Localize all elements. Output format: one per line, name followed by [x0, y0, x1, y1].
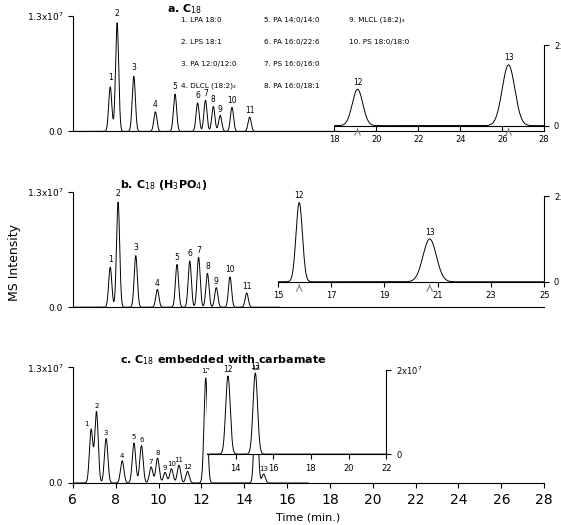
Text: 2. LPS 18:1: 2. LPS 18:1 — [181, 39, 222, 45]
Text: 1: 1 — [85, 421, 89, 427]
Text: 9. MLCL (18:2)₃: 9. MLCL (18:2)₃ — [348, 17, 404, 24]
Text: 6. PA 16:0/22:6: 6. PA 16:0/22:6 — [264, 39, 319, 45]
Text: 9: 9 — [214, 277, 219, 286]
Text: MS Intensity: MS Intensity — [7, 224, 21, 301]
Text: a. C$_{18}$: a. C$_{18}$ — [167, 2, 203, 16]
Text: 12. CL (14:0)₄: 12. CL (14:0)₄ — [348, 83, 399, 89]
Text: 4: 4 — [155, 279, 160, 288]
Text: 5. PA 14:0/14:0: 5. PA 14:0/14:0 — [264, 17, 319, 23]
Text: 11. PA 18:0/18:0: 11. PA 18:0/18:0 — [348, 61, 409, 67]
Text: 1. LPA 18:0: 1. LPA 18:0 — [181, 17, 222, 23]
Text: 12: 12 — [183, 464, 192, 470]
Text: 8: 8 — [211, 95, 215, 104]
Text: 10: 10 — [225, 265, 235, 274]
Text: 7: 7 — [149, 459, 153, 465]
Text: 2: 2 — [115, 9, 119, 18]
Text: 8: 8 — [155, 450, 160, 456]
Text: 13. CL (18:1)₄: 13. CL (18:1)₄ — [348, 105, 399, 111]
Text: 11: 11 — [174, 457, 183, 464]
Text: b. C$_{18}$ (H$_{3}$PO$_{4}$): b. C$_{18}$ (H$_{3}$PO$_{4}$) — [120, 177, 208, 192]
Text: 4: 4 — [153, 100, 158, 109]
X-axis label: Time (min.): Time (min.) — [277, 512, 341, 522]
Text: 1: 1 — [108, 256, 113, 265]
Text: 3: 3 — [134, 243, 138, 252]
Text: 5: 5 — [132, 434, 136, 440]
Text: 6: 6 — [187, 249, 192, 258]
Text: 7: 7 — [196, 246, 201, 255]
Text: 3: 3 — [104, 430, 108, 436]
Text: 13: 13 — [251, 365, 260, 371]
Text: 3: 3 — [131, 63, 136, 72]
Text: 7. PS 16:0/16:0: 7. PS 16:0/16:0 — [264, 61, 319, 67]
Text: 1: 1 — [108, 74, 113, 82]
Text: 4: 4 — [120, 453, 125, 459]
Text: c. C$_{18}$ embedded with carbamate: c. C$_{18}$ embedded with carbamate — [120, 353, 327, 368]
Text: 7: 7 — [203, 89, 208, 98]
Text: 10. PS 18:0/18:0: 10. PS 18:0/18:0 — [348, 39, 409, 45]
Text: 8. PA 16:0/18:1: 8. PA 16:0/18:1 — [264, 83, 319, 89]
Text: 2: 2 — [116, 189, 121, 198]
Text: 3. PA 12:0/12:0: 3. PA 12:0/12:0 — [181, 61, 237, 67]
Text: 5: 5 — [174, 253, 180, 262]
Text: 9: 9 — [163, 465, 167, 470]
Text: 11: 11 — [242, 282, 251, 291]
Text: 6: 6 — [139, 437, 144, 443]
Text: 10: 10 — [167, 461, 176, 467]
Text: 11: 11 — [245, 107, 254, 116]
Text: 2: 2 — [94, 403, 99, 409]
Text: 13: 13 — [259, 466, 268, 472]
Text: 8: 8 — [205, 262, 210, 271]
Text: 10: 10 — [227, 96, 237, 104]
Text: 5: 5 — [173, 82, 177, 91]
Text: 6: 6 — [195, 91, 200, 100]
Text: 12: 12 — [201, 369, 210, 374]
Text: 9: 9 — [218, 104, 223, 113]
Text: 4. DLCL (18:2)₂: 4. DLCL (18:2)₂ — [181, 83, 236, 89]
